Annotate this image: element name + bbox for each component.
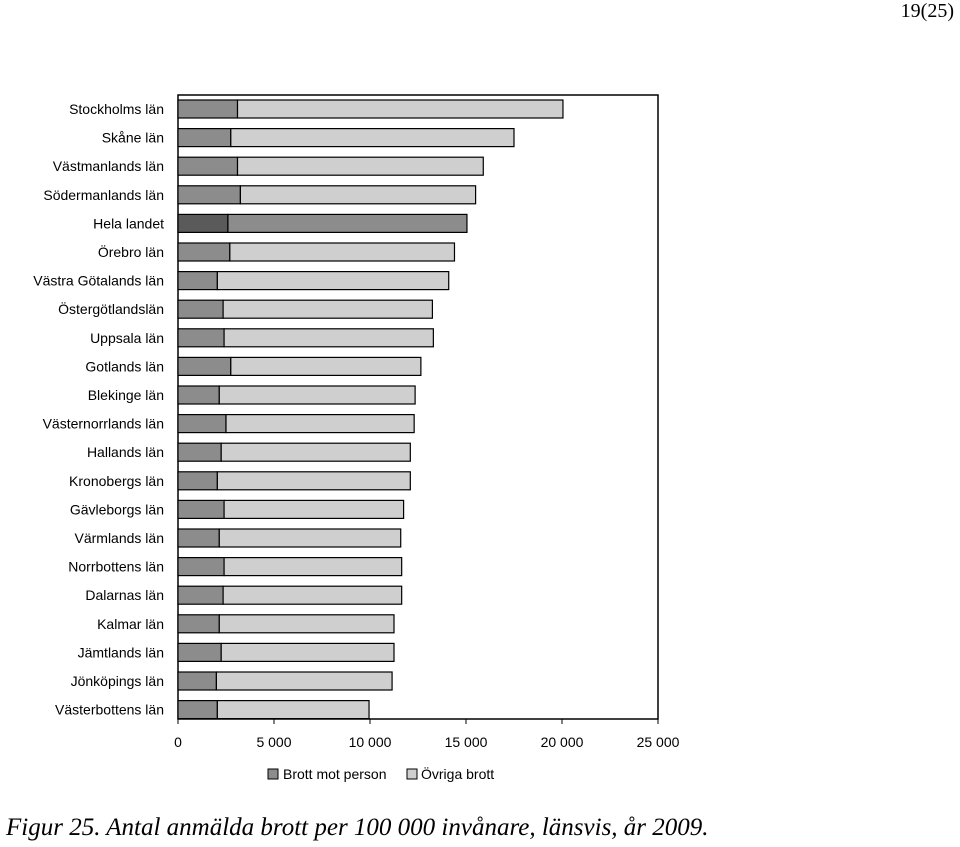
legend: Brott mot person Övriga brott — [267, 765, 494, 782]
category-label: Hallands län — [87, 444, 164, 460]
bar-brott-mot-person — [177, 271, 218, 291]
category-label: Norrbottens län — [68, 559, 164, 575]
bar-brott-mot-person — [177, 156, 239, 176]
bar-brott-mot-person — [177, 242, 231, 262]
legend-label-ovriga-brott: Övriga brott — [421, 765, 494, 782]
bar-brott-mot-person — [177, 414, 227, 434]
category-label: Gävleborgs län — [70, 501, 164, 517]
bar-brott-mot-person — [177, 642, 222, 663]
category-label: Hela landet — [93, 215, 164, 231]
bar-brott-mot-person — [177, 356, 232, 376]
category-label: Västernorrlands län — [43, 416, 164, 432]
bar-ovriga-brott — [218, 385, 416, 405]
category-label: Jämtlands län — [78, 644, 164, 660]
category-label: Västmanlands län — [53, 158, 164, 174]
bar-ovriga-brott — [230, 128, 515, 148]
category-label: Jönköpings län — [71, 673, 164, 689]
bar-ovriga-brott — [236, 99, 564, 119]
category-label: Östergötlandslän — [58, 300, 164, 317]
bar-brott-mot-person — [177, 556, 225, 577]
bar-brott-mot-person — [177, 699, 218, 720]
bar-ovriga-brott — [216, 471, 411, 491]
bar-brott-mot-person — [177, 499, 225, 519]
x-tick-label: 25 000 — [637, 734, 680, 750]
bar-brott-mot-person — [177, 585, 224, 605]
bar-ovriga-brott — [218, 614, 395, 634]
bar-ovriga-brott — [239, 185, 477, 205]
legend-label-brott-mot-person: Brott mot person — [283, 766, 387, 782]
category-label: Gotlands län — [85, 358, 164, 374]
x-tick-label: 15 000 — [445, 734, 488, 750]
page-number: 19(25) — [900, 0, 954, 22]
category-label: Kronobergs län — [69, 473, 164, 489]
bar-ovriga-brott — [216, 271, 450, 291]
category-labels: Stockholms län Skåne län Västmanlands län S… — [33, 101, 164, 718]
bar-brott-mot-person — [177, 213, 229, 233]
category-label: Värmlands län — [75, 530, 165, 546]
x-tick-label: 20 000 — [541, 734, 584, 750]
bar-ovriga-brott — [223, 328, 434, 348]
bar-brott-mot-person — [177, 442, 222, 462]
bar-ovriga-brott — [227, 213, 468, 233]
bar-brott-mot-person — [177, 328, 225, 348]
bar-ovriga-brott — [225, 414, 415, 434]
bar-ovriga-brott — [215, 671, 393, 691]
category-label: Blekinge län — [88, 387, 164, 403]
bar-ovriga-brott — [230, 356, 422, 376]
bar-brott-mot-person — [177, 614, 220, 634]
bar-ovriga-brott — [218, 528, 402, 548]
figure-caption: Figur 25. Antal anmälda brott per 100 00… — [6, 814, 709, 841]
bar-brott-mot-person — [177, 185, 242, 205]
category-label: Västerbottens län — [55, 702, 164, 718]
bar-ovriga-brott — [222, 299, 433, 319]
category-label: Örebro län — [98, 243, 164, 260]
bar-ovriga-brott — [220, 642, 395, 663]
bar-ovriga-brott — [236, 156, 484, 176]
category-label: Västra Götalands län — [33, 273, 164, 289]
category-label: Stockholms län — [69, 101, 164, 117]
x-tick-label: 5 000 — [256, 734, 291, 750]
x-axis-ticks: 0 5 000 10 000 15 000 20 000 25 000 — [174, 719, 680, 750]
legend-swatch-brott-mot-person — [267, 768, 279, 780]
legend-swatch-ovriga-brott — [406, 768, 418, 780]
bar-ovriga-brott — [229, 242, 456, 262]
bar-ovriga-brott — [223, 499, 405, 519]
bar-brott-mot-person — [177, 671, 218, 691]
category-label: Dalarnas län — [85, 587, 164, 603]
bar-brott-mot-person — [177, 99, 239, 119]
bar-brott-mot-person — [177, 299, 224, 319]
category-label: Södermanlands län — [43, 187, 164, 203]
bar-ovriga-brott — [220, 442, 411, 462]
x-tick-label: 10 000 — [349, 734, 392, 750]
bar-ovriga-brott — [222, 585, 403, 605]
x-tick-label: 0 — [174, 734, 182, 750]
bars-layer — [177, 99, 564, 720]
bar-ovriga-brott — [223, 556, 403, 577]
category-label: Uppsala län — [90, 330, 164, 346]
bar-brott-mot-person — [177, 385, 220, 405]
bar-ovriga-brott — [216, 699, 370, 720]
category-label: Kalmar län — [97, 616, 164, 632]
bar-brott-mot-person — [177, 128, 232, 148]
stacked-bar-chart: Stockholms län Skåne län Västmanlands län S… — [33, 94, 680, 782]
bar-brott-mot-person — [177, 528, 220, 548]
bar-brott-mot-person — [177, 471, 218, 491]
category-label: Skåne län — [102, 130, 164, 146]
